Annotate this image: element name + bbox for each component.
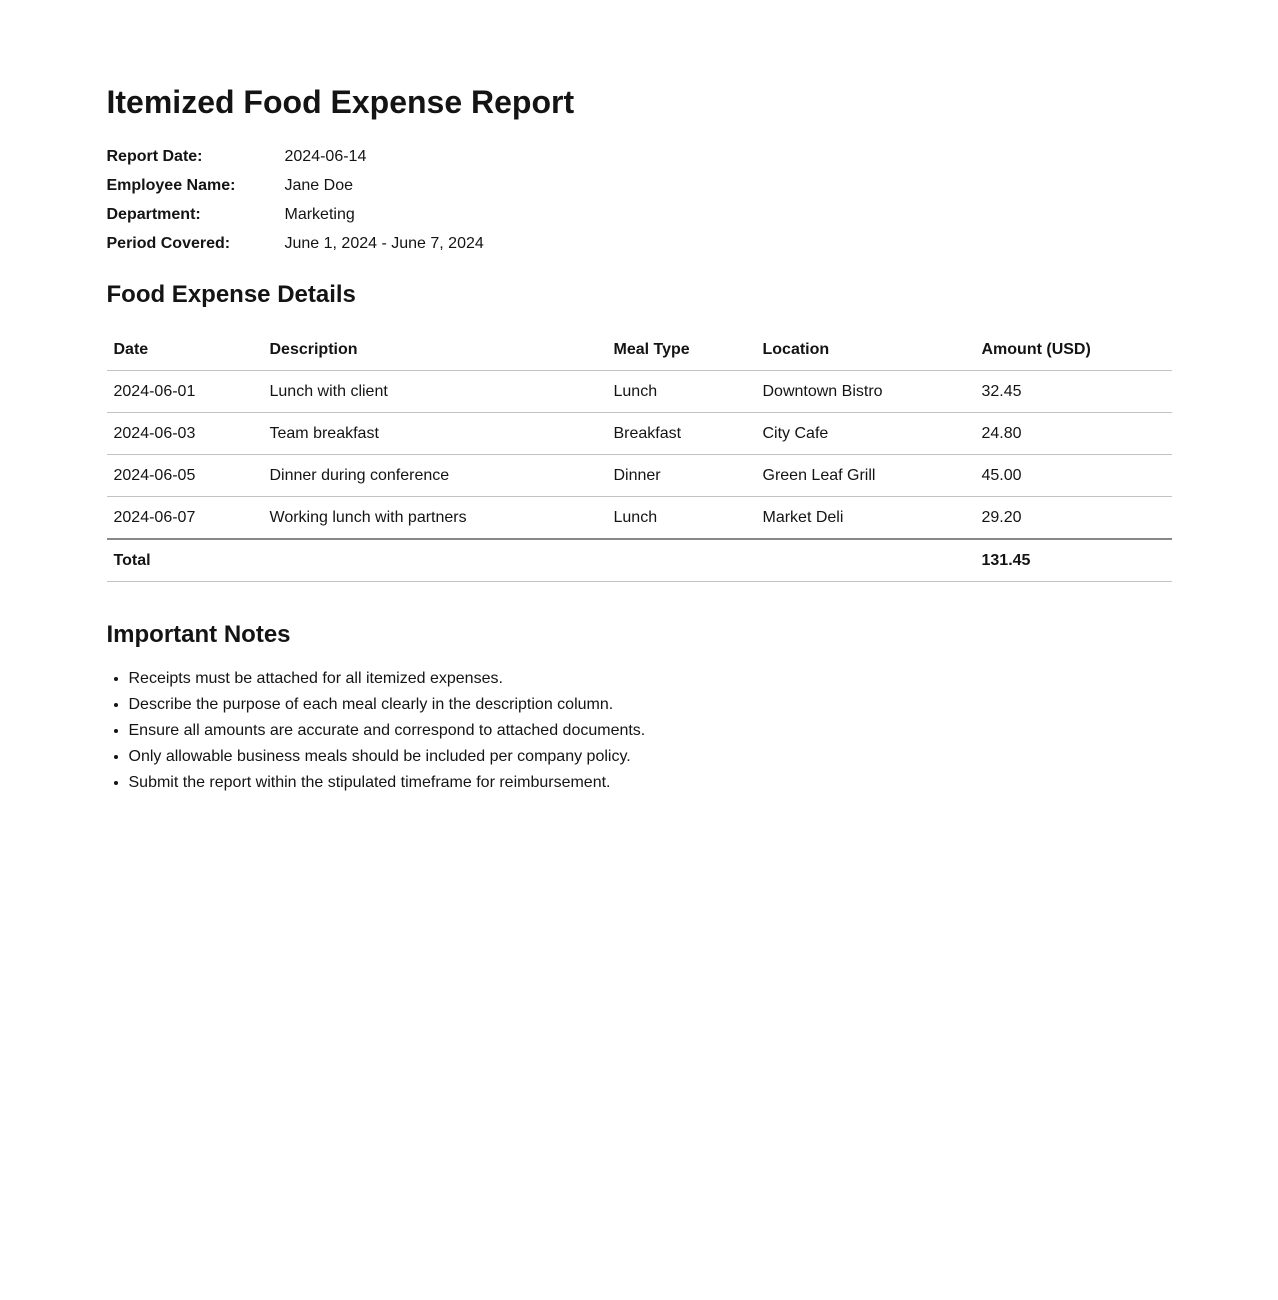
total-label: Total bbox=[106, 539, 263, 582]
expense-table-header-row: Date Description Meal Type Location Amount (… bbox=[106, 329, 1172, 371]
expense-table-total-row: Total 131.45 bbox=[106, 539, 1172, 582]
cell-description: Working lunch with partners bbox=[262, 496, 607, 540]
meta-row: Report Date: 2024-06-14 bbox=[107, 142, 1172, 171]
expense-row: 2024-06-03 Team breakfast Breakfast City Ca… bbox=[106, 412, 1172, 455]
total-empty-cell bbox=[606, 539, 756, 582]
cell-meal-type: Breakfast bbox=[606, 412, 756, 455]
column-header-date: Date bbox=[106, 329, 263, 371]
cell-date: 2024-06-01 bbox=[106, 370, 263, 413]
meta-row: Period Covered: June 1, 2024 - June 7, 20… bbox=[107, 229, 1172, 258]
meta-label: Employee Name: bbox=[106, 176, 236, 194]
total-amount: 131.45 bbox=[974, 539, 1172, 582]
meta-label: Department: bbox=[106, 205, 201, 223]
meta-row: Department: Marketing bbox=[107, 200, 1172, 229]
cell-amount: 24.80 bbox=[974, 412, 1172, 455]
meta-value: 2024-06-14 bbox=[284, 147, 367, 165]
page-title: Itemized Food Expense Report bbox=[106, 84, 575, 120]
column-header-location: Location bbox=[755, 329, 975, 371]
meta-value: Jane Doe bbox=[284, 176, 354, 194]
total-empty-cell bbox=[755, 539, 975, 582]
cell-description: Dinner during conference bbox=[262, 454, 607, 497]
important-notes-heading: Important Notes bbox=[106, 621, 291, 648]
note-item: Receipts must be attached for all itemiz… bbox=[129, 666, 1172, 692]
meta-value: June 1, 2024 - June 7, 2024 bbox=[284, 234, 484, 252]
cell-amount: 29.20 bbox=[974, 496, 1172, 540]
cell-date: 2024-06-07 bbox=[106, 496, 263, 540]
cell-date: 2024-06-03 bbox=[106, 412, 263, 455]
cell-meal-type: Dinner bbox=[606, 454, 756, 497]
note-item: Describe the purpose of each meal clearl… bbox=[129, 692, 1172, 718]
cell-description: Lunch with client bbox=[262, 370, 607, 413]
meta-value: Marketing bbox=[284, 205, 355, 223]
cell-location: City Cafe bbox=[755, 412, 975, 455]
expense-table-body: 2024-06-01 Lunch with client Lunch Downtown… bbox=[106, 370, 1172, 540]
cell-description: Team breakfast bbox=[262, 412, 607, 455]
total-empty-cell bbox=[262, 539, 607, 582]
note-item: Only allowable business meals should be … bbox=[129, 744, 1172, 770]
cell-location: Market Deli bbox=[755, 496, 975, 540]
important-notes-list: Receipts must be attached for all itemiz… bbox=[107, 666, 1172, 796]
meta-label: Report Date: bbox=[106, 147, 203, 165]
cell-location: Downtown Bistro bbox=[755, 370, 975, 413]
column-header-meal-type: Meal Type bbox=[606, 329, 756, 371]
cell-location: Green Leaf Grill bbox=[755, 454, 975, 497]
meta-label: Period Covered: bbox=[106, 234, 231, 252]
cell-amount: 32.45 bbox=[974, 370, 1172, 413]
expense-details-heading: Food Expense Details bbox=[106, 281, 356, 308]
cell-date: 2024-06-05 bbox=[106, 454, 263, 497]
report-container: Itemized Food Expense Report Report Date… bbox=[106, 0, 1172, 796]
column-header-amount-usd: Amount (USD) bbox=[974, 329, 1172, 371]
meta-row: Employee Name: Jane Doe bbox=[107, 171, 1172, 200]
note-item: Submit the report within the stipulated … bbox=[129, 770, 1172, 796]
note-item: Ensure all amounts are accurate and corr… bbox=[129, 718, 1172, 744]
cell-amount: 45.00 bbox=[974, 454, 1172, 497]
expense-row: 2024-06-05 Dinner during conference Dinner… bbox=[106, 454, 1172, 497]
report-meta-block: Report Date: 2024-06-14 Employee Name: Jane… bbox=[107, 142, 1172, 258]
cell-meal-type: Lunch bbox=[606, 496, 756, 540]
expense-row: 2024-06-01 Lunch with client Lunch Downtown… bbox=[106, 370, 1172, 413]
column-header-description: Description bbox=[262, 329, 607, 371]
expense-table: Date Description Meal Type Location Amount (… bbox=[106, 329, 1172, 582]
expense-row: 2024-06-07 Working lunch with partners Lun… bbox=[106, 496, 1172, 540]
cell-meal-type: Lunch bbox=[606, 370, 756, 413]
